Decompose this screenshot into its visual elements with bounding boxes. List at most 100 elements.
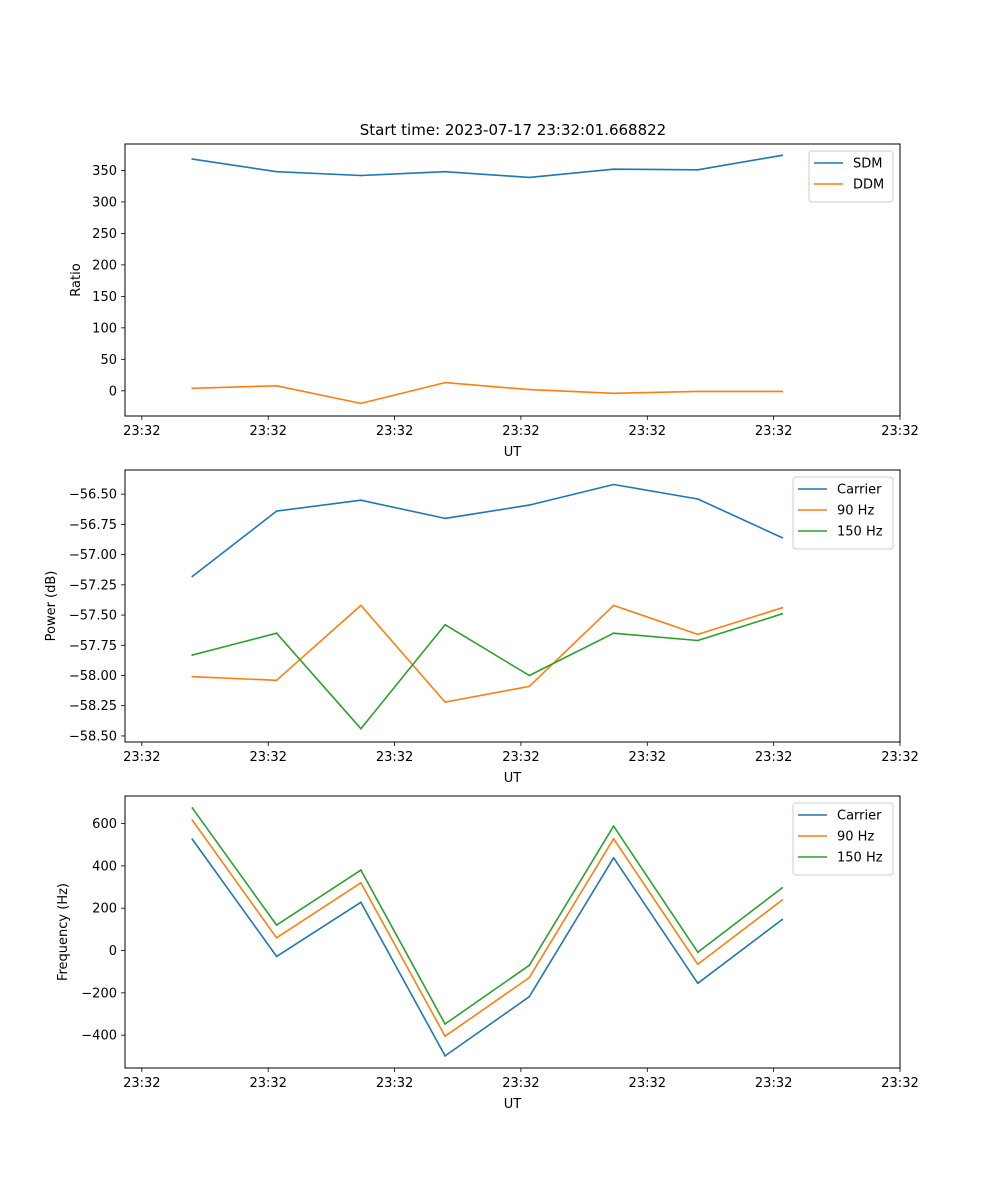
legend-label: 90 Hz bbox=[837, 504, 874, 519]
power-90-hz-point bbox=[696, 633, 699, 636]
y-tick-label: 50 bbox=[100, 353, 117, 368]
frequency-150-hz-point bbox=[359, 869, 362, 871]
power-carrier-point bbox=[696, 498, 699, 500]
x-tick-label: 23:32 bbox=[123, 424, 160, 439]
y-tick-label: −56.75 bbox=[69, 518, 117, 533]
y-tick-label: −58.50 bbox=[69, 729, 117, 744]
frequency-150-hz-point bbox=[612, 825, 615, 827]
x-tick-label: 23:32 bbox=[376, 424, 413, 439]
power-90-hz-point bbox=[781, 606, 783, 609]
frequency-series-150-hz-line bbox=[191, 806, 784, 1025]
y-tick-label: −57.25 bbox=[69, 578, 117, 593]
legend-label: Carrier bbox=[837, 809, 882, 824]
frequency-carrier-point bbox=[359, 901, 362, 904]
frequency-carrier-point bbox=[612, 856, 615, 859]
frequency-carrier-point bbox=[528, 995, 531, 998]
ratio-series-sdm-line bbox=[191, 154, 784, 179]
frequency-150-hz-point bbox=[191, 807, 194, 809]
power-x-axis-label: UT bbox=[504, 771, 522, 786]
figure-title: Start time: 2023-07-17 23:32:01.668822 bbox=[360, 121, 666, 139]
x-tick-label: 23:32 bbox=[376, 1076, 413, 1091]
ratio-ddm-point bbox=[275, 384, 278, 387]
y-tick-label: 100 bbox=[92, 321, 117, 336]
x-tick-label: 23:32 bbox=[881, 1076, 918, 1091]
power-legend: Carrier 90 Hz 150 Hz bbox=[792, 476, 894, 550]
ratio-series-ddm-line bbox=[191, 381, 783, 405]
y-tick-label: 0 bbox=[109, 384, 117, 399]
y-tick-label: −57.00 bbox=[69, 548, 117, 563]
legend-label: 90 Hz bbox=[837, 830, 874, 845]
y-tick-label: −58.25 bbox=[69, 699, 117, 714]
y-tick-label: 400 bbox=[92, 859, 117, 874]
frequency-carrier-point bbox=[191, 838, 194, 841]
frequency-series-90-hz-line bbox=[191, 819, 784, 1037]
x-tick-label: 23:32 bbox=[629, 750, 666, 765]
ratio-ddm-point bbox=[781, 390, 783, 393]
x-tick-label: 23:32 bbox=[755, 750, 792, 765]
x-tick-label: 23:32 bbox=[502, 424, 539, 439]
y-tick-label: −57.50 bbox=[69, 609, 117, 624]
y-tick-label: −400 bbox=[81, 1029, 117, 1044]
x-tick-label: 23:32 bbox=[629, 1076, 666, 1091]
ratio-legend: SDM DDM bbox=[808, 150, 894, 203]
frequency-150-hz-point bbox=[444, 1023, 447, 1025]
x-tick-label: 23:32 bbox=[249, 750, 286, 765]
ratio-y-axis-label: Ratio bbox=[69, 263, 84, 296]
power-150-hz-point bbox=[528, 674, 531, 677]
x-tick-label: 23:32 bbox=[376, 750, 413, 765]
x-tick-label: 23:32 bbox=[755, 1076, 792, 1091]
y-tick-label: −57.75 bbox=[69, 639, 117, 654]
power-series-carrier-line bbox=[191, 483, 784, 578]
power-carrier-point bbox=[528, 504, 531, 506]
x-tick-label: 23:32 bbox=[502, 1076, 539, 1091]
x-tick-label: 23:32 bbox=[629, 424, 666, 439]
frequency-90-hz-point bbox=[275, 936, 278, 939]
ratio-sdm-point bbox=[696, 168, 699, 171]
ratio-ddm-point bbox=[359, 402, 362, 405]
power-150-hz-point bbox=[191, 654, 194, 656]
y-tick-label: 600 bbox=[92, 817, 117, 832]
power-150-hz-point bbox=[696, 639, 699, 642]
ratio-subplot: 23:32 23:32 23:32 23:32 23:32 23:32 23:32 0 50 10… bbox=[69, 143, 919, 460]
power-carrier-point bbox=[275, 510, 278, 513]
power-y-axis-label: Power (dB) bbox=[44, 571, 59, 642]
y-tick-label: 200 bbox=[92, 902, 117, 917]
frequency-150-hz-point bbox=[528, 964, 531, 967]
frequency-90-hz-point bbox=[359, 881, 362, 884]
power-carrier-point bbox=[359, 499, 362, 502]
power-150-hz-point bbox=[444, 623, 447, 626]
power-series-90-hz-line bbox=[191, 604, 784, 703]
ratio-ddm-point bbox=[528, 388, 531, 391]
x-tick-label: 23:32 bbox=[881, 424, 918, 439]
frequency-carrier-point bbox=[781, 918, 783, 921]
ratio-sdm-point bbox=[444, 170, 447, 173]
frequency-90-hz-point bbox=[781, 899, 783, 902]
x-tick-label: 23:32 bbox=[249, 424, 286, 439]
frequency-90-hz-point bbox=[612, 837, 615, 840]
x-tick-label: 23:32 bbox=[755, 424, 792, 439]
x-tick-label: 23:32 bbox=[123, 1076, 160, 1091]
legend-label: 150 Hz bbox=[837, 525, 883, 540]
frequency-150-hz-point bbox=[696, 951, 699, 954]
power-subplot: 23:32 23:32 23:32 23:32 23:32 23:32 23:32 −56.5… bbox=[44, 469, 919, 786]
frequency-150-hz-point bbox=[275, 924, 278, 927]
legend-label: 150 Hz bbox=[837, 851, 883, 866]
frequency-axes-frame bbox=[124, 795, 901, 1069]
x-tick-label: 23:32 bbox=[502, 750, 539, 765]
ratio-sdm-point bbox=[275, 170, 278, 173]
x-tick-label: 23:32 bbox=[249, 1076, 286, 1091]
frequency-carrier-point bbox=[275, 955, 278, 958]
y-tick-label: −56.50 bbox=[69, 488, 117, 503]
ratio-ddm-point bbox=[444, 381, 447, 384]
frequency-y-axis-label: Frequency (Hz) bbox=[56, 883, 71, 981]
y-tick-label: 150 bbox=[92, 290, 117, 305]
y-tick-label: 300 bbox=[92, 195, 117, 210]
frequency-series-carrier-line bbox=[191, 838, 784, 1057]
y-tick-label: −200 bbox=[81, 986, 117, 1001]
power-150-hz-point bbox=[359, 727, 362, 730]
ratio-sdm-point bbox=[528, 176, 531, 179]
power-carrier-point bbox=[191, 575, 194, 578]
power-carrier-point bbox=[444, 517, 447, 520]
power-carrier-point bbox=[612, 483, 615, 486]
